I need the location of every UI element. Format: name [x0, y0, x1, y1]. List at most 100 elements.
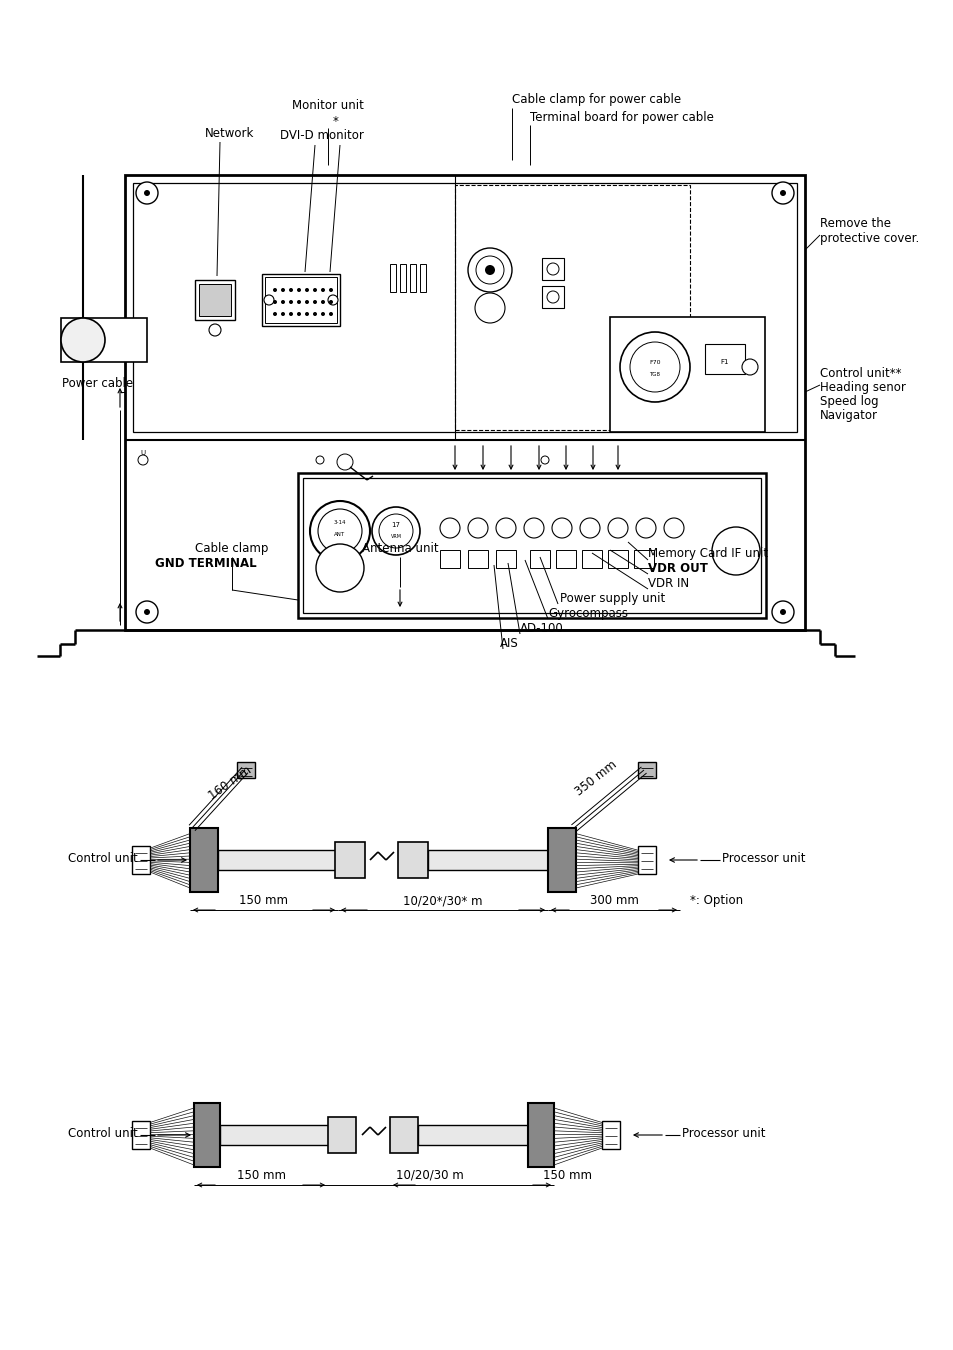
Text: 300 mm: 300 mm	[589, 894, 638, 907]
Text: GND TERMINAL: GND TERMINAL	[155, 558, 256, 570]
Bar	[397, 842, 428, 878]
Circle shape	[546, 292, 558, 302]
Circle shape	[144, 190, 150, 196]
Circle shape	[329, 300, 333, 304]
Text: DVI-D monitor: DVI-D monitor	[280, 130, 363, 142]
Circle shape	[636, 518, 656, 539]
Text: 10/20/30 m: 10/20/30 m	[395, 1169, 463, 1183]
Circle shape	[771, 182, 793, 204]
Circle shape	[305, 312, 309, 316]
Text: Gyrocompass: Gyrocompass	[547, 608, 627, 620]
Circle shape	[540, 456, 548, 464]
Bar	[335, 842, 365, 878]
Bar	[410, 265, 416, 292]
Bar	[541, 286, 563, 308]
Bar	[638, 761, 656, 778]
Text: Memory Card IF unit: Memory Card IF unit	[647, 547, 767, 560]
Text: Monitor unit: Monitor unit	[292, 99, 363, 112]
Circle shape	[136, 601, 158, 622]
Bar	[556, 549, 576, 568]
Circle shape	[328, 296, 337, 305]
Circle shape	[329, 288, 333, 292]
Circle shape	[61, 319, 105, 362]
Bar	[265, 277, 336, 323]
Bar	[468, 549, 488, 568]
Text: Cable clamp: Cable clamp	[195, 541, 269, 555]
Text: Power supply unit: Power supply unit	[559, 593, 664, 605]
Bar	[236, 761, 254, 778]
Bar	[638, 846, 656, 873]
Circle shape	[281, 288, 285, 292]
Circle shape	[439, 518, 459, 539]
Circle shape	[281, 300, 285, 304]
Bar	[190, 828, 218, 892]
Bar	[399, 265, 406, 292]
Circle shape	[320, 300, 325, 304]
Circle shape	[273, 288, 276, 292]
Text: 150 mm: 150 mm	[239, 894, 288, 907]
Text: Network: Network	[205, 127, 254, 140]
Circle shape	[475, 293, 504, 323]
Circle shape	[273, 312, 276, 316]
Circle shape	[313, 288, 316, 292]
Circle shape	[329, 312, 333, 316]
Bar	[132, 1120, 150, 1149]
Bar	[193, 1103, 220, 1166]
Text: Cable clamp for power cable: Cable clamp for power cable	[512, 93, 680, 107]
Circle shape	[552, 518, 572, 539]
Circle shape	[144, 609, 150, 616]
Bar	[417, 1125, 527, 1145]
Text: 350 mm: 350 mm	[572, 757, 618, 798]
Bar	[547, 828, 576, 892]
Text: VDR IN: VDR IN	[647, 576, 688, 590]
Text: F70: F70	[649, 360, 660, 366]
Text: Antenna unit: Antenna unit	[361, 541, 437, 555]
Circle shape	[711, 526, 760, 575]
Circle shape	[771, 601, 793, 622]
Text: 10/20*/30* m: 10/20*/30* m	[403, 894, 482, 907]
Text: Processor unit: Processor unit	[681, 1127, 764, 1139]
Circle shape	[780, 609, 785, 616]
Circle shape	[579, 518, 599, 539]
Bar	[262, 274, 339, 325]
Circle shape	[663, 518, 683, 539]
Text: 150 mm: 150 mm	[543, 1169, 592, 1183]
Text: *: *	[333, 115, 338, 128]
Bar	[634, 549, 654, 568]
Circle shape	[289, 312, 293, 316]
Text: Terminal board for power cable: Terminal board for power cable	[530, 111, 713, 124]
Text: 17: 17	[391, 522, 400, 528]
Circle shape	[629, 342, 679, 392]
Circle shape	[741, 359, 758, 375]
Text: ANT: ANT	[335, 532, 345, 536]
Bar	[218, 850, 337, 869]
Bar	[61, 319, 147, 362]
Text: Speed log: Speed log	[820, 396, 878, 408]
Bar	[607, 549, 627, 568]
Text: U: U	[140, 450, 146, 456]
Bar	[530, 549, 550, 568]
Circle shape	[305, 300, 309, 304]
Circle shape	[468, 518, 488, 539]
Text: AD-100: AD-100	[519, 622, 563, 634]
Bar	[496, 549, 516, 568]
Circle shape	[289, 300, 293, 304]
Bar	[704, 344, 744, 374]
Text: Remove the: Remove the	[820, 217, 890, 230]
Bar	[581, 549, 601, 568]
Bar	[303, 478, 760, 613]
Circle shape	[523, 518, 543, 539]
Bar	[390, 1116, 417, 1153]
Text: Control unit: Control unit	[69, 852, 138, 865]
Circle shape	[273, 300, 276, 304]
Circle shape	[607, 518, 627, 539]
Bar	[541, 258, 563, 279]
Circle shape	[305, 288, 309, 292]
Circle shape	[780, 190, 785, 196]
Bar	[419, 265, 426, 292]
Text: TG8: TG8	[649, 371, 659, 377]
Circle shape	[315, 456, 324, 464]
Circle shape	[372, 508, 419, 555]
Circle shape	[496, 518, 516, 539]
Circle shape	[468, 248, 512, 292]
